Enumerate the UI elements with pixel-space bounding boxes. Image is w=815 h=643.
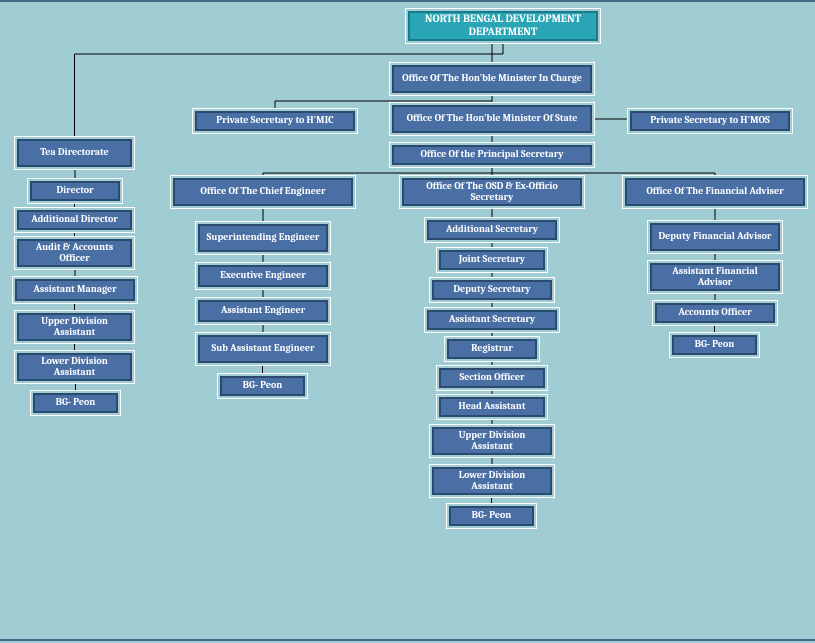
org-node-tea_peon: BG- Peon: [33, 393, 118, 413]
org-node-fa_acc: Accounts Officer: [655, 303, 775, 323]
org-node-root: NORTH BENGAL DEVELOPMENT DEPARTMENT: [408, 11, 598, 41]
org-node-ce: Office Of The Chief Engineer: [173, 178, 353, 206]
org-node-osd: Office Of The OSD & Ex-Officio Secretary: [402, 178, 582, 206]
org-node-osd_sec: Section Officer: [439, 368, 545, 388]
org-node-priv_mos: Private Secretary to H'MOS: [630, 111, 790, 131]
org-node-tea: Tea Directorate: [17, 139, 132, 167]
org-node-tea_uda: Upper Division Assistant: [17, 313, 132, 341]
org-node-osd_head: Head Assistant: [439, 397, 545, 417]
org-node-fa_asst: Assistant Financial Advisor: [650, 263, 780, 291]
org-node-tea_audit: Audit & Accounts Officer: [17, 239, 132, 267]
org-node-fa_dep: Deputy Financial Advisor: [650, 223, 780, 251]
org-node-fa_peon: BG- Peon: [672, 335, 757, 355]
org-node-osd_reg: Registrar: [447, 339, 537, 359]
org-node-ce_asst: Assistant Engineer: [198, 300, 328, 322]
org-node-tea_dir: Director: [30, 181, 120, 201]
org-node-osd_asst: Assistant Secretary: [427, 310, 557, 330]
org-node-osd_dep: Deputy Secretary: [432, 280, 552, 300]
org-node-osd_peon: BG- Peon: [449, 506, 534, 526]
org-node-mos: Office Of The Hon'ble Minister Of State: [392, 105, 592, 133]
org-node-ce_exec: Executive Engineer: [198, 265, 328, 287]
org-node-priv_mic: Private Secretary to H'MIC: [195, 111, 355, 131]
org-node-tea_am: Assistant Manager: [15, 279, 135, 301]
org-node-mic: Office Of The Hon'ble Minister In Charge: [392, 65, 592, 93]
org-node-tea_lda: Lower Division Assistant: [17, 353, 132, 381]
org-node-osd_joint: Joint Secretary: [439, 250, 545, 270]
org-node-osd_add: Additional Secretary: [427, 220, 557, 240]
org-node-ce_peon: BG- Peon: [220, 376, 305, 396]
org-node-ce_sup: Superintending Engineer: [198, 224, 328, 252]
org-node-osd_uda: Upper Division Assistant: [432, 427, 552, 455]
org-node-osd_lda: Lower Division Assistant: [432, 467, 552, 495]
org-node-psec: Office Of the Principal Secretary: [392, 145, 592, 165]
org-node-fa: Office Of The Financial Adviser: [625, 178, 805, 206]
org-node-ce_sub: Sub Assistant Engineer: [198, 335, 328, 363]
org-node-tea_add: Additional Director: [17, 210, 132, 230]
